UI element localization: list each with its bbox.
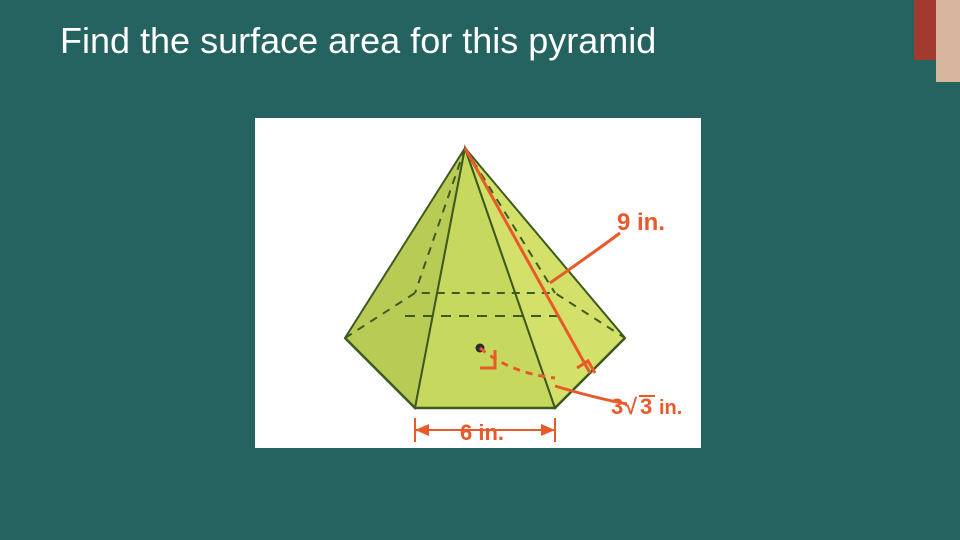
arrowhead-right-icon — [541, 424, 555, 436]
pyramid-figure: 9 in. 3 √ 3 in. 6 in. — [255, 118, 701, 448]
accent-bar-red — [914, 0, 938, 60]
label-apothem-3b: 3 — [640, 394, 652, 419]
label-base-side: 6 in. — [460, 420, 504, 445]
slant-leader — [550, 233, 620, 283]
accent-bar-tan — [936, 0, 960, 82]
label-slant-height: 9 in. — [617, 209, 665, 236]
label-apothem-3a: 3 — [611, 394, 623, 419]
arrowhead-left-icon — [415, 424, 429, 436]
corner-accent — [914, 0, 960, 60]
label-apothem-unit: in. — [659, 397, 682, 419]
slide-title: Find the surface area for this pyramid — [60, 20, 656, 62]
label-apothem: 3 √ 3 in. — [611, 394, 682, 419]
slide: Find the surface area for this pyramid — [0, 0, 960, 540]
pyramid-svg: 9 in. 3 √ 3 in. 6 in. — [255, 118, 701, 448]
sqrt-icon: √ — [625, 394, 638, 419]
